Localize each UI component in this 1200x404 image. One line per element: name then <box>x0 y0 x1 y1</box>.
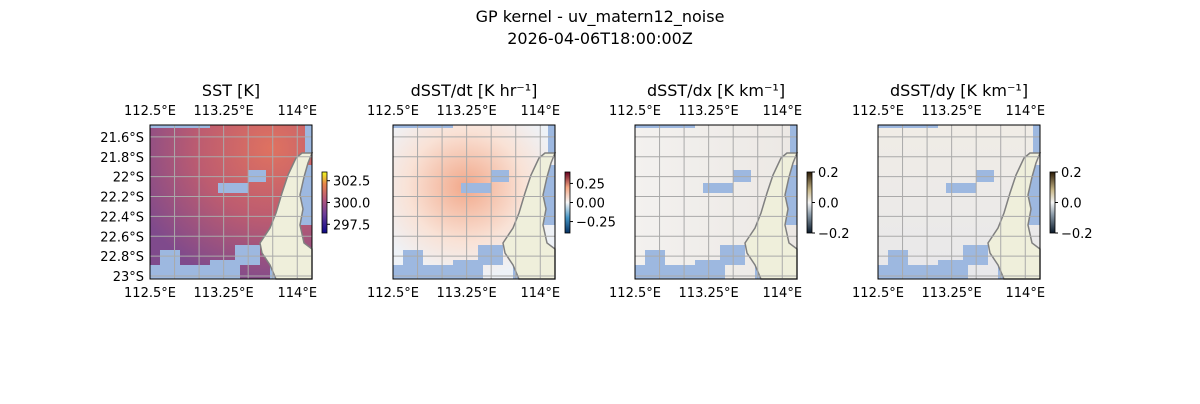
colorbar-tick-label: −0.25 <box>576 216 616 231</box>
lon-tick-label-top: 113.25°E <box>194 104 254 119</box>
ocean-mask-patch <box>461 183 491 193</box>
ocean-mask-patch <box>478 245 503 265</box>
panel-title: dSST/dx [K km⁻¹] <box>647 81 785 100</box>
colorbar-tick-label: −0.2 <box>818 227 850 242</box>
colorbar <box>1049 171 1056 234</box>
colorbar-tick-label: 0.00 <box>576 197 605 212</box>
lat-tick-label: 22.4°S <box>100 210 144 225</box>
ocean-mask-patch <box>393 265 453 279</box>
panel-1: SST [K] 112.5°E 112.5°E 113.25°E 113.25°E 114… <box>100 81 370 301</box>
lat-tick-label: 22.6°S <box>100 230 144 245</box>
panel-2: dSST/dt [K hr⁻¹] 112.5°E 112.5°E 113.25°E 11… <box>367 81 616 301</box>
lon-tick-label-bottom: 113.25°E <box>437 286 497 301</box>
colorbar-tick-label: 300.0 <box>333 197 370 212</box>
ocean-mask-patch <box>963 245 988 265</box>
panel-4: dSST/dy [K km⁻¹] 112.5°E 112.5°E 113.25°E 11… <box>852 81 1093 301</box>
ocean-mask-patch <box>695 260 725 279</box>
colorbar-tick-label: 0.0 <box>818 197 839 212</box>
lon-tick-label-top: 114°E <box>521 104 561 119</box>
lon-tick-label-bottom: 114°E <box>1006 286 1046 301</box>
axes-frame <box>877 124 1041 280</box>
lon-tick-label-bottom: 112.5°E <box>367 286 419 301</box>
ocean-mask-patch <box>888 250 908 268</box>
lat-tick-label: 22.8°S <box>100 250 144 265</box>
lon-tick-label-bottom: 112.5°E <box>609 286 661 301</box>
ocean-mask-patch <box>150 265 210 279</box>
ocean-mask-patch <box>548 125 555 153</box>
colorbar-tick-label: 297.5 <box>333 218 370 233</box>
panel-3: dSST/dx [K km⁻¹] 112.5°E 112.5°E 113.25°E 11… <box>609 81 850 301</box>
lat-tick-label: 21.6°S <box>100 131 144 146</box>
ocean-mask-patch <box>453 260 483 279</box>
lat-tick-label: 22°S <box>113 171 144 186</box>
colorbar <box>321 171 328 234</box>
lon-tick-label-bottom: 112.5°E <box>124 286 176 301</box>
lon-tick-label-top: 112.5°E <box>852 104 904 119</box>
panel-title: dSST/dt [K hr⁻¹] <box>411 81 538 100</box>
ocean-mask-patch <box>150 125 210 128</box>
lon-tick-label-top: 112.5°E <box>609 104 661 119</box>
figure-subtitle: 2026-04-06T18:00:00Z <box>507 29 693 48</box>
colorbar-tick-label: 0.25 <box>576 177 605 192</box>
axes-frame <box>392 124 556 280</box>
ocean-mask-patch <box>635 265 695 279</box>
figure-title: GP kernel - uv_matern12_noise <box>476 7 725 27</box>
ocean-mask-patch <box>403 250 423 268</box>
axes-frame <box>634 124 798 280</box>
lon-tick-label-top: 114°E <box>278 104 318 119</box>
lon-tick-label-top: 113.25°E <box>679 104 739 119</box>
ocean-mask-patch <box>491 170 509 182</box>
lon-tick-label-bottom: 114°E <box>278 286 318 301</box>
lon-tick-label-top: 112.5°E <box>367 104 419 119</box>
ocean-mask-patch <box>720 245 745 265</box>
colorbar-tick-label: −0.2 <box>1061 227 1093 242</box>
lon-tick-label-bottom: 113.25°E <box>679 286 739 301</box>
lon-tick-label-top: 114°E <box>763 104 803 119</box>
ocean-mask-patch <box>733 170 751 182</box>
lon-tick-label-top: 113.25°E <box>437 104 497 119</box>
lat-tick-label: 23°S <box>113 270 144 285</box>
lon-tick-label-bottom: 113.25°E <box>194 286 254 301</box>
ocean-mask-patch <box>878 265 938 279</box>
ocean-mask-patch <box>1033 125 1040 153</box>
ocean-mask-patch <box>645 250 665 268</box>
ocean-mask-patch <box>218 183 248 193</box>
colorbar-tick-label: 0.0 <box>1061 197 1082 212</box>
ocean-mask-patch <box>938 260 968 279</box>
ocean-mask-patch <box>878 125 938 128</box>
colorbar-tick-label: 0.2 <box>818 166 839 181</box>
lon-tick-label-top: 114°E <box>1006 104 1046 119</box>
ocean-mask-patch <box>635 125 695 128</box>
ocean-mask-patch <box>160 250 180 268</box>
ocean-mask-patch <box>703 183 733 193</box>
colorbar <box>564 171 571 234</box>
lon-tick-label-bottom: 114°E <box>763 286 803 301</box>
ocean-mask-patch <box>946 183 976 193</box>
ocean-mask-patch <box>790 125 797 153</box>
ocean-mask-patch <box>235 245 260 265</box>
panel-title: dSST/dy [K km⁻¹] <box>890 81 1028 100</box>
ocean-mask-patch <box>976 170 994 182</box>
ocean-mask-patch <box>248 170 266 182</box>
lon-tick-label-bottom: 112.5°E <box>852 286 904 301</box>
ocean-mask-patch <box>393 125 453 128</box>
lat-tick-label: 21.8°S <box>100 151 144 166</box>
colorbar-tick-label: 0.2 <box>1061 166 1082 181</box>
lon-tick-label-bottom: 113.25°E <box>922 286 982 301</box>
colorbar <box>806 171 813 234</box>
panel-title: SST [K] <box>202 81 260 100</box>
lat-tick-label: 22.2°S <box>100 191 144 206</box>
lon-tick-label-top: 113.25°E <box>922 104 982 119</box>
lon-tick-label-bottom: 114°E <box>521 286 561 301</box>
ocean-mask-patch <box>210 260 240 279</box>
ocean-mask-patch <box>305 125 312 153</box>
axes-frame <box>149 124 313 280</box>
lon-tick-label-top: 112.5°E <box>124 104 176 119</box>
colorbar-tick-label: 302.5 <box>333 175 370 190</box>
